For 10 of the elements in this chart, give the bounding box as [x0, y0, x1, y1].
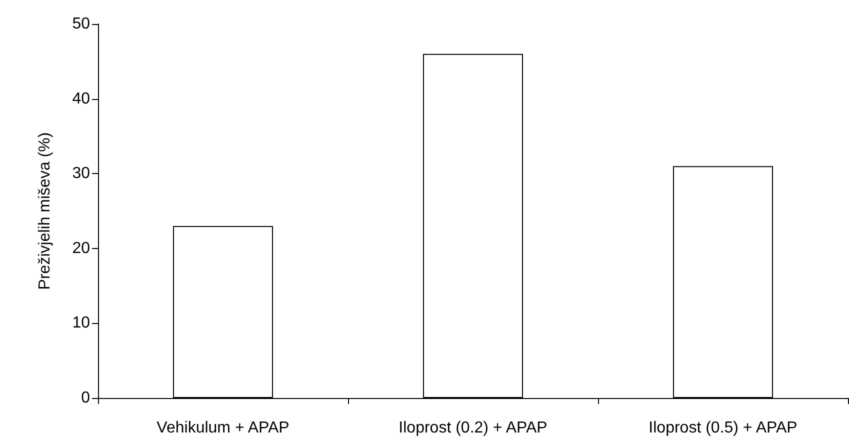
x-tick-label: Vehikulum + APAP [156, 420, 290, 436]
y-tick-label: 30 [72, 165, 90, 182]
y-tick-label: 0 [81, 390, 90, 406]
y-axis-title: Preživjelih miševa (%) [36, 132, 54, 290]
y-tick-label: 10 [72, 314, 90, 332]
x-tick-label: Iloprost (0.2) + APAP [398, 420, 548, 436]
y-tick-label: 40 [72, 90, 90, 108]
x-tick-label: Iloprost (0.5) + APAP [648, 420, 798, 436]
y-tick-label: 20 [72, 240, 90, 257]
y-tick-label: 50 [72, 16, 90, 32]
